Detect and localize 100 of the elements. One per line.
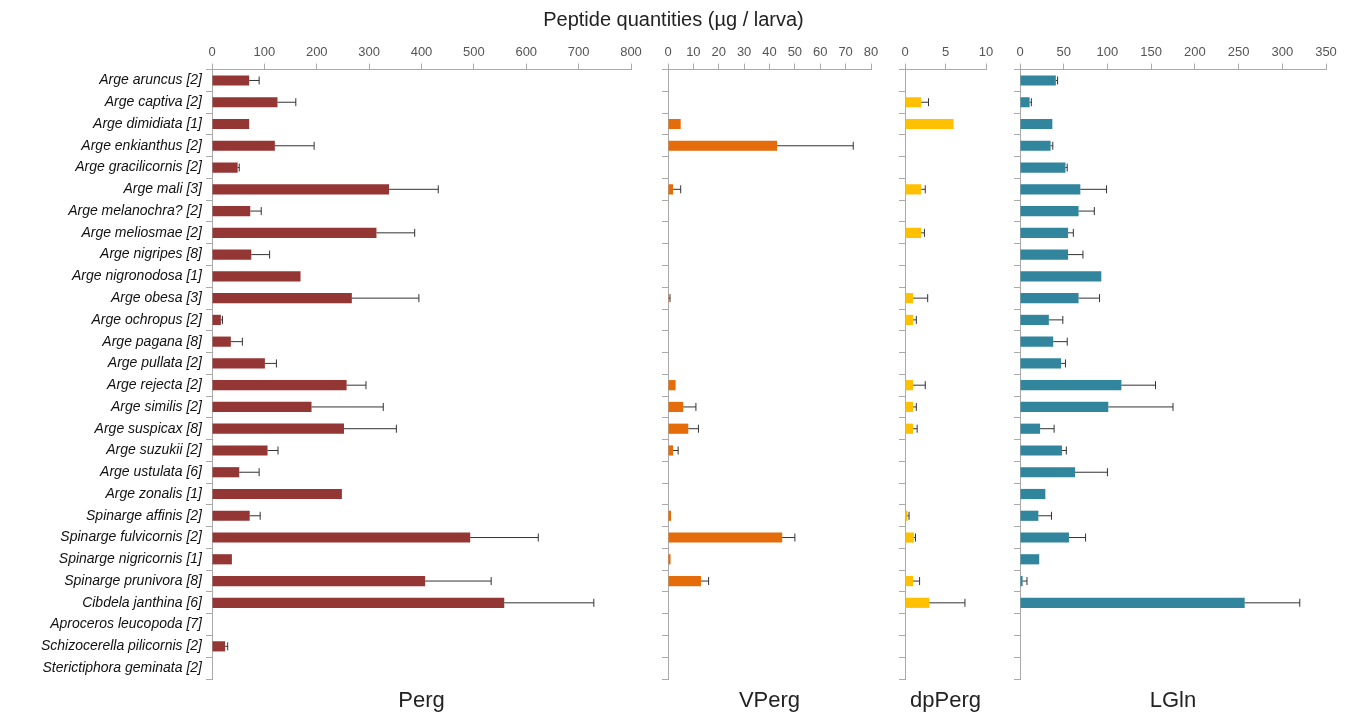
bar [1020,336,1054,347]
bar [1020,488,1046,500]
bar [212,401,312,413]
bar [1020,249,1069,260]
bar [1020,380,1122,391]
bar [1020,554,1040,565]
y-tick-label: Arge meliosmae [2] [80,223,204,240]
bar [212,423,344,434]
x-tick-label: 60 [813,44,828,60]
x-tick-label: 200 [305,44,328,60]
bar [212,467,240,478]
bar [1020,97,1030,108]
bar [212,293,352,304]
x-tick-label: 50 [1056,44,1071,60]
y-tick-label: Arge nigripes [8] [99,245,204,262]
bar [905,314,914,325]
x-tick-label: 500 [463,44,485,60]
x-tick-label: 0 [1016,44,1024,60]
bar [212,554,232,565]
bar [212,162,238,173]
x-tick-label: 800 [620,44,642,60]
x-axis-title: Perg [398,687,445,713]
x-tick-label: 100 [1096,44,1119,60]
x-tick-label: 10 [686,44,701,60]
bar [212,532,471,543]
bar [905,97,922,108]
y-tick-label: Spinarge fulvicornis [2] [60,528,204,545]
bar [212,227,377,238]
y-tick-label: Arge ochropus [2] [90,310,204,327]
bar [1020,423,1041,434]
bar [1020,575,1023,587]
y-tick-label: Aproceros leucopoda [7] [49,615,204,632]
x-tick-label: 100 [253,44,276,60]
bar [668,445,674,456]
x-tick-label: 50 [787,44,803,60]
bar [1020,510,1039,521]
x-tick-label: 40 [762,44,777,60]
x-axis-title: dpPerg [910,687,981,713]
bar [212,358,265,369]
bar [1020,184,1081,195]
bar [212,641,226,652]
bar [905,423,914,434]
y-tick-label: Arge zonalis [1] [104,484,204,501]
bar [1020,358,1062,369]
x-tick-label: 300 [1271,44,1294,60]
bar [905,597,930,608]
x-tick-label: 700 [567,44,590,60]
bar [1020,75,1056,86]
text: Peptide quantities (µg / larva) [542,8,805,31]
x-tick-label: 0 [901,44,909,60]
bar [212,336,231,347]
bar [668,554,671,565]
x-tick-label: 10 [978,44,994,60]
y-tick-label: Schizocerella pilicornis [2] [40,637,204,654]
x-axis-title: VPerg [738,687,801,713]
bar [1020,118,1053,130]
bar [1020,532,1069,543]
y-tick-label: Arge aruncus [2] [98,71,204,88]
bar [668,532,783,543]
bar [1020,401,1109,413]
x-tick-label: 300 [358,44,380,60]
y-tick-label: Arge melanochra? [2] [67,201,204,218]
x-tick-label: 350 [1315,44,1337,60]
bar [668,140,778,151]
bar [212,184,390,195]
bar [1020,467,1076,478]
bar [1020,597,1245,608]
bar [905,227,922,238]
bar [212,97,278,108]
x-tick-label: 0 [208,44,216,60]
y-tick-label: Arge enkianthus [2] [80,136,204,153]
x-tick-label: 150 [1140,44,1162,60]
y-tick-label: Arge dimidiata [1] [92,114,204,131]
y-tick-label: Spinarge nigricornis [1] [58,550,204,567]
y-tick-label: Arge mali [3] [122,180,204,197]
x-tick-label: 0 [664,44,672,60]
bar [905,401,914,413]
y-tick-label: Cibdela janthina [6] [82,593,204,610]
bar [1020,445,1062,456]
y-tick-label: Arge gracilicornis [2] [74,158,204,175]
bar [212,488,342,500]
y-tick-label: Arge pullata [2] [106,354,204,371]
x-tick-label: 5 [941,44,950,60]
y-tick-label: Arge captiva [2] [103,93,204,110]
y-tick-label: Arge obesa [3] [109,289,204,306]
bar [1020,227,1069,238]
bar [1020,205,1079,217]
bar [668,380,676,391]
bar [1020,162,1066,173]
bar [1020,140,1051,151]
bar [1020,271,1102,282]
bar [905,293,914,304]
x-tick-label: 80 [863,44,879,60]
bar [905,184,922,195]
y-tick-label: Spinarge affinis [2] [86,506,204,523]
bar [905,532,914,543]
bar [212,75,250,86]
bar [212,510,250,521]
y-tick-label: Arge suzukii [2] [105,441,204,458]
bar [668,118,681,130]
